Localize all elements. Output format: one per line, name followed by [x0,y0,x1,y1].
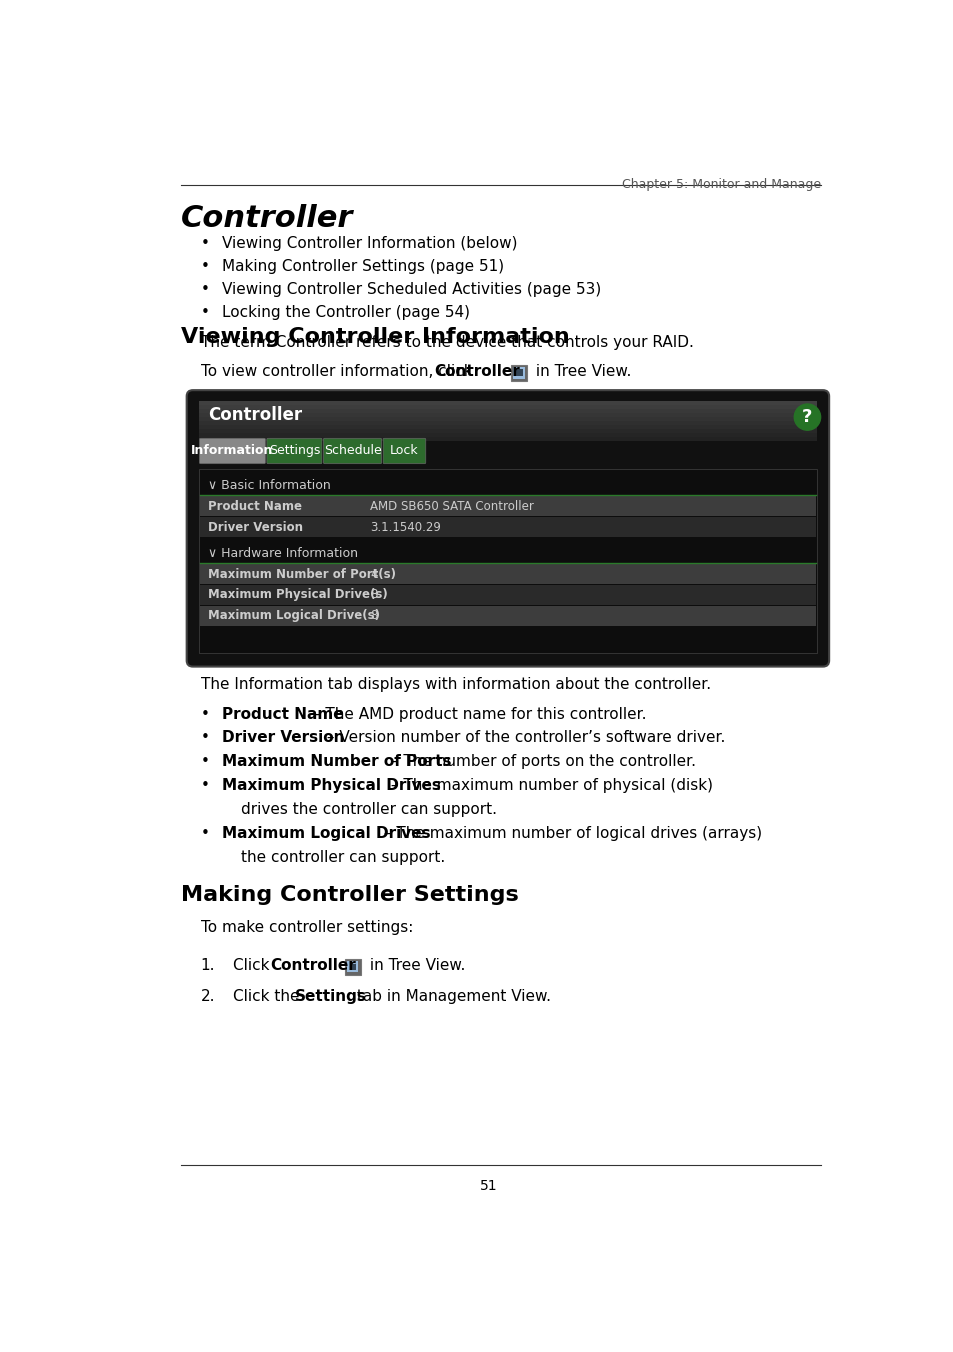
Text: – The maximum number of logical drives (arrays): – The maximum number of logical drives (… [378,826,760,841]
Text: 8: 8 [370,588,377,602]
Text: The term Controller refers to the device that controls your RAID.: The term Controller refers to the device… [200,335,693,350]
Bar [347,961,357,972]
Text: 1.: 1. [200,959,214,973]
Text: Lock: Lock [390,445,418,457]
Text: Maximum Logical Drives: Maximum Logical Drives [222,826,431,841]
Text: 51: 51 [479,1179,497,1192]
Bar [345,959,360,975]
Text: 2.: 2. [200,990,214,1005]
Text: Driver Version: Driver Version [208,521,303,534]
FancyBboxPatch shape [323,438,381,464]
Text: •: • [200,826,210,841]
Bar [350,964,355,969]
FancyBboxPatch shape [383,438,425,464]
Text: 3.1.1540.29: 3.1.1540.29 [370,521,440,534]
Text: The Information tab displays with information about the controller.: The Information tab displays with inform… [200,677,710,692]
Text: Product Name: Product Name [208,500,302,512]
Text: the controller can support.: the controller can support. [241,850,445,865]
FancyBboxPatch shape [187,391,828,667]
Text: Maximum Number of Ports: Maximum Number of Ports [222,754,452,769]
Bar [199,402,816,406]
Text: Viewing Controller Information (below): Viewing Controller Information (below) [222,237,517,251]
Text: Driver Version: Driver Version [222,730,344,745]
Bar [199,469,816,653]
Text: •: • [200,779,210,794]
Bar [199,518,815,537]
Text: Settings: Settings [269,445,320,457]
Text: – The number of ports on the controller.: – The number of ports on the controller. [385,754,695,769]
Bar [516,369,522,376]
Bar [199,420,816,425]
Text: •: • [200,754,210,769]
Text: Click: Click [233,959,274,973]
Bar [199,425,816,429]
Bar [199,429,816,433]
Text: AMD SB650 SATA Controller: AMD SB650 SATA Controller [370,500,534,512]
Text: Controller: Controller [270,959,355,973]
Text: Controller: Controller [181,204,354,233]
Bar [199,496,815,516]
Text: Making Controller Settings: Making Controller Settings [181,886,518,906]
Text: – The maximum number of physical (disk): – The maximum number of physical (disk) [385,779,712,794]
FancyBboxPatch shape [199,438,265,464]
Text: •: • [200,237,210,251]
Bar [513,366,524,379]
Bar [199,606,815,626]
Bar [199,437,816,441]
Text: •: • [200,283,210,297]
Bar [199,416,816,420]
Text: To make controller settings:: To make controller settings: [200,919,413,936]
Text: tab in Management View.: tab in Management View. [352,990,550,1005]
Text: ∨ Hardware Information: ∨ Hardware Information [208,548,358,560]
Text: ?: ? [801,408,812,426]
Text: – Version number of the controller’s software driver.: – Version number of the controller’s sof… [321,730,724,745]
Text: Chapter 5: Monitor and Manage: Chapter 5: Monitor and Manage [620,177,820,191]
Text: Maximum Number of Port(s): Maximum Number of Port(s) [208,568,395,581]
Bar [199,564,815,584]
FancyBboxPatch shape [267,438,321,464]
Text: in Tree View.: in Tree View. [531,364,631,379]
Text: Making Controller Settings (page 51): Making Controller Settings (page 51) [222,260,504,274]
Text: Controller: Controller [435,364,519,379]
Text: •: • [200,306,210,320]
Text: Schedule: Schedule [323,445,381,457]
Bar [199,412,816,416]
Bar [199,408,816,412]
Text: ∨ Basic Information: ∨ Basic Information [208,480,331,492]
Text: Product Name: Product Name [222,707,344,722]
Bar [511,365,527,381]
Text: Viewing Controller Information: Viewing Controller Information [181,327,569,347]
Text: Settings: Settings [294,990,366,1005]
Bar [199,406,816,408]
Text: •: • [200,707,210,722]
Text: Locking the Controller (page 54): Locking the Controller (page 54) [222,306,470,320]
Text: •: • [200,260,210,274]
Text: drives the controller can support.: drives the controller can support. [241,802,497,817]
Text: 4: 4 [370,568,377,581]
Text: Maximum Logical Drive(s): Maximum Logical Drive(s) [208,610,380,622]
Text: Click the: Click the [233,990,304,1005]
Text: Maximum Physical Drive(s): Maximum Physical Drive(s) [208,588,388,602]
Text: To view controller information, click: To view controller information, click [200,364,477,379]
Text: Controller: Controller [208,407,302,425]
Text: •: • [200,730,210,745]
Text: Maximum Physical Drives: Maximum Physical Drives [222,779,440,794]
Text: Information: Information [191,445,274,457]
Bar [199,585,815,604]
Text: Viewing Controller Scheduled Activities (page 53): Viewing Controller Scheduled Activities … [222,283,601,297]
Text: 8: 8 [370,610,377,622]
Circle shape [794,404,820,430]
Text: in Tree View.: in Tree View. [365,959,465,973]
Bar [199,433,816,437]
Text: – The AMD product name for this controller.: – The AMD product name for this controll… [307,707,645,722]
